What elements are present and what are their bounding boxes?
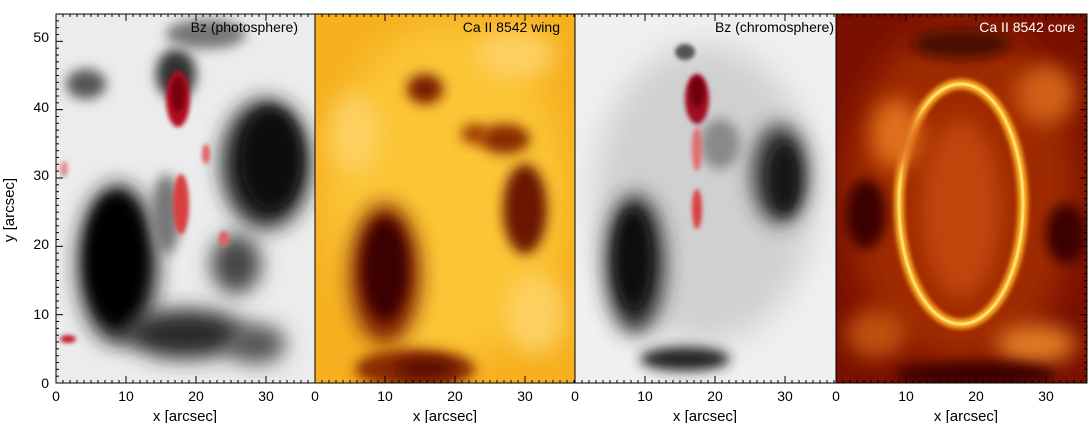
x-tick-label: 10 xyxy=(898,388,914,404)
y-tick-label: 20 xyxy=(33,236,49,252)
x-tick-labels: 0 10 20 30 xyxy=(571,388,793,404)
panel-title: Bz (photosphere) xyxy=(191,19,298,35)
y-tick-label: 40 xyxy=(33,99,49,115)
x-tick-label: 10 xyxy=(377,388,393,404)
x-tick-label: 0 xyxy=(832,388,840,404)
panel-title: Ca II 8542 wing xyxy=(463,19,560,35)
x-tick-label: 0 xyxy=(571,388,579,404)
axis-ticks xyxy=(55,13,1087,384)
x-axis-label: x [arcsec] xyxy=(673,408,737,423)
x-tick-label: 30 xyxy=(258,388,274,404)
x-tick-label: 20 xyxy=(707,388,723,404)
panel-ca-wing: Ca II 8542 wing x [arcsec] 0 10 20 30 xyxy=(311,13,576,423)
x-axis-label: x [arcsec] xyxy=(153,408,217,423)
x-tick-labels: 0 10 20 30 xyxy=(832,388,1054,404)
x-tick-label: 0 xyxy=(311,388,319,404)
y-tick-label: 50 xyxy=(33,29,49,45)
x-tick-label: 20 xyxy=(447,388,463,404)
panel-bz-chromosphere: Bz (chromosphere) x [arcsec] 0 10 20 30 xyxy=(571,13,837,423)
y-tick-label: 10 xyxy=(33,306,49,322)
x-tick-label: 0 xyxy=(52,388,60,404)
x-tick-label: 20 xyxy=(968,388,984,404)
panel-bz-photosphere: Bz (photosphere) x [arcsec] 0 10 20 30 xyxy=(52,13,316,423)
x-tick-labels: 0 10 20 30 xyxy=(311,388,533,404)
x-tick-label: 10 xyxy=(637,388,653,404)
panel-ca-core: Ca II 8542 core x [arcsec] 0 10 20 30 xyxy=(832,13,1088,423)
x-tick-labels: 0 10 20 30 xyxy=(52,388,274,404)
y-tick-labels: 0 10 20 30 40 50 xyxy=(33,29,49,391)
panel-title: Bz (chromosphere) xyxy=(715,19,834,35)
x-tick-label: 10 xyxy=(118,388,134,404)
y-tick-label: 0 xyxy=(41,375,49,391)
panel-title: Ca II 8542 core xyxy=(979,19,1075,35)
x-tick-label: 20 xyxy=(188,388,204,404)
y-axis-label: y [arcsec] xyxy=(1,178,18,242)
x-tick-label: 30 xyxy=(777,388,793,404)
x-tick-label: 30 xyxy=(1038,388,1054,404)
x-tick-label: 30 xyxy=(517,388,533,404)
y-tick-label: 30 xyxy=(33,167,49,183)
x-axis-label: x [arcsec] xyxy=(934,408,998,423)
x-axis-label: x [arcsec] xyxy=(413,408,477,423)
